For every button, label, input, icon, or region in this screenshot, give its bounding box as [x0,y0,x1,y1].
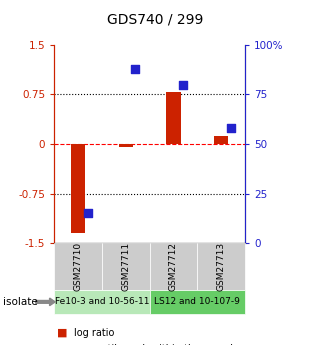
Text: GSM27711: GSM27711 [121,242,130,291]
Text: GDS740 / 299: GDS740 / 299 [107,12,203,26]
Text: GSM27713: GSM27713 [217,242,226,291]
Bar [166,92,180,144]
Text: GSM27712: GSM27712 [169,242,178,291]
Point [85,211,90,216]
Bar [71,144,85,233]
Point [133,66,138,71]
Bar [119,144,133,147]
Text: log ratio: log ratio [74,328,115,338]
Bar [214,136,228,144]
Text: isolate: isolate [3,297,38,307]
Text: LS12 and 10-107-9: LS12 and 10-107-9 [154,297,240,306]
Text: GSM27710: GSM27710 [73,242,82,291]
Point [228,126,233,131]
Point [180,82,185,87]
Text: ■: ■ [57,328,68,338]
Text: Fe10-3 and 10-56-11: Fe10-3 and 10-56-11 [55,297,149,306]
